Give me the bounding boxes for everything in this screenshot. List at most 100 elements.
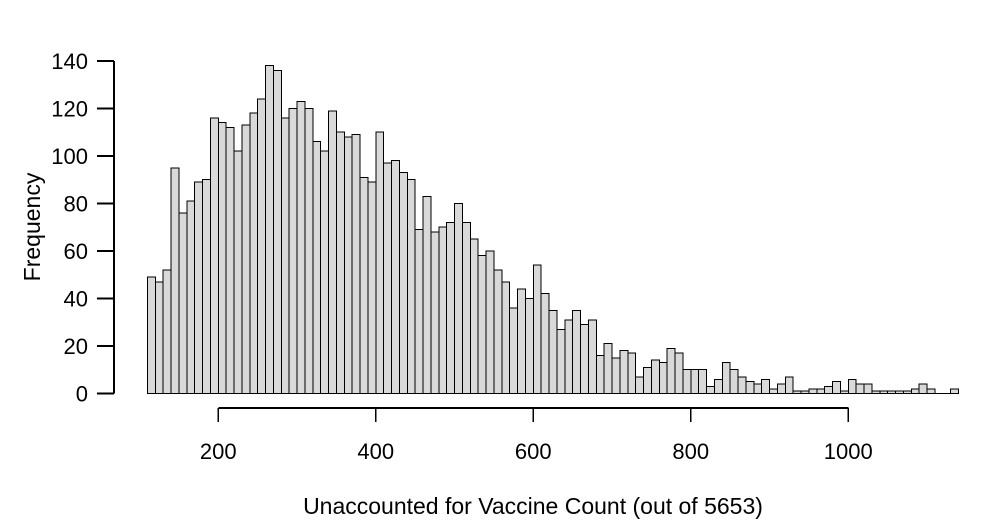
histogram-bar [863,383,873,394]
histogram-bar [776,383,786,394]
histogram-bar [272,69,282,395]
histogram-bar [146,276,156,394]
histogram-bar [698,369,708,394]
histogram-bar [950,388,960,394]
histogram-bar [572,309,582,395]
histogram-bar [603,343,613,394]
histogram-bar [233,150,243,394]
y-tick-label: 80 [64,191,88,216]
histogram-bar [414,229,424,394]
histogram-bar [477,255,487,394]
histogram-bar [517,288,526,394]
histogram-bar [194,181,204,394]
histogram-bar [619,350,629,394]
y-tick-label: 60 [64,239,88,264]
histogram-bar [509,307,519,394]
histogram-bar [217,122,227,394]
histogram-bar [328,110,337,394]
histogram-bar [501,281,511,394]
histogram-bar [910,388,920,394]
histogram-bar [595,354,605,394]
histogram-bar [556,328,566,394]
histogram-bar [713,378,723,394]
histogram-bar [430,231,440,394]
histogram-bar [548,309,558,395]
x-tick-label: 200 [200,439,237,464]
histogram-bar [241,124,251,395]
histogram-bar [926,388,936,394]
histogram-bar [154,281,164,394]
histogram-bar [461,221,471,394]
histogram-bar [178,212,188,394]
histogram-bar [682,369,692,394]
histogram-bar [532,264,542,394]
histogram-bar [202,179,211,394]
histogram-bar [918,383,928,394]
histogram-bar [761,378,771,394]
histogram-bar [249,112,259,394]
histogram-bar [485,250,495,394]
histogram-bar [769,388,778,394]
histogram-bar [343,136,353,394]
histogram-bar [524,297,534,394]
histogram-bar [296,100,306,394]
histogram-bar [406,179,416,394]
histogram-bar [706,385,715,394]
histogram-bar [658,362,668,394]
histogram-bar [564,319,574,395]
histogram-bar [422,195,432,394]
y-axis: 0 20 40 60 80 100 120 140 [51,49,115,407]
histogram-bar [312,141,322,394]
histogram-bars [146,65,960,395]
histogram-bar [580,324,589,395]
histogram-bar [784,376,794,394]
histogram-bar [375,131,385,394]
histogram-bar [729,369,739,394]
histogram-bar [383,162,393,394]
histogram-bar [469,238,479,394]
histogram-bar [824,385,834,394]
histogram-bar [745,381,755,394]
histogram-bar [162,269,172,394]
histogram-bar [320,150,330,394]
histogram-bar [816,388,826,394]
histogram-bar [808,388,818,394]
histogram-bar [280,117,290,394]
histogram-bar [855,383,865,394]
histogram-bar [438,226,448,394]
histogram-bar [209,117,219,394]
histogram-bar [367,181,377,394]
histogram-bar [265,65,274,395]
histogram-bar [737,376,747,394]
x-tick-label: 600 [515,439,552,464]
histogram-bar [832,381,841,394]
y-tick-label: 140 [51,49,88,74]
histogram-bar [170,167,180,394]
histogram-bar [627,352,637,394]
histogram-bar [643,366,652,394]
x-tick-label: 800 [672,439,709,464]
histogram-bar [398,172,408,394]
y-tick-label: 0 [76,382,88,407]
histogram-bar [721,362,731,394]
histogram-bar [257,98,267,394]
y-tick-label: 100 [51,144,88,169]
x-tick-label: 400 [357,439,394,464]
histogram-bar [454,202,463,394]
histogram-bar [674,352,684,394]
histogram-bar [847,378,857,394]
y-tick-label: 40 [64,286,88,311]
histogram-bar [635,376,645,394]
histogram-bar [446,221,456,394]
x-axis: 200 400 600 800 1000 [200,407,873,464]
histogram-bar [359,176,369,394]
histogram-bar [666,347,676,394]
histogram-bar [335,131,345,394]
histogram-bar [753,383,763,394]
histogram-bar [304,107,314,394]
histogram-bar [611,357,621,394]
histogram-bar [288,107,298,394]
histogram-bar [540,293,550,394]
